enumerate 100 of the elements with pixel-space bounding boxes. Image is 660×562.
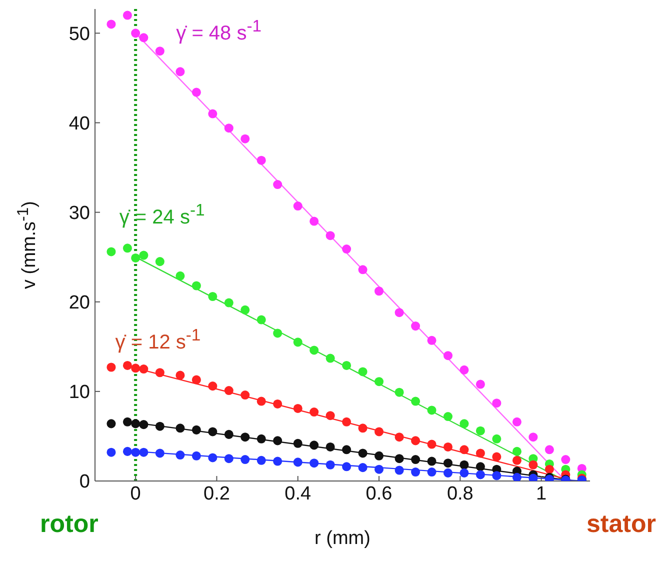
point <box>192 375 201 384</box>
point <box>492 452 502 462</box>
point <box>476 380 485 389</box>
point <box>139 448 148 457</box>
point <box>374 464 384 474</box>
point <box>106 419 116 428</box>
point <box>342 462 352 472</box>
point <box>256 456 266 465</box>
point <box>476 426 485 436</box>
point <box>326 231 335 240</box>
point <box>293 202 302 211</box>
point <box>293 438 302 448</box>
x-tick-label: 0.4 <box>284 483 312 504</box>
point <box>443 351 453 360</box>
point <box>256 315 266 324</box>
point <box>131 419 140 428</box>
point <box>310 440 319 450</box>
point <box>176 370 185 380</box>
point <box>326 460 335 470</box>
point <box>427 468 436 477</box>
point <box>139 420 148 430</box>
point <box>528 474 538 481</box>
y-tick-label: 40 <box>68 113 90 134</box>
point <box>411 396 420 406</box>
point <box>273 436 282 446</box>
x-tick-label: 0 <box>130 483 141 504</box>
point <box>443 442 453 452</box>
point <box>192 88 201 97</box>
point <box>460 419 469 428</box>
point <box>131 448 140 457</box>
point <box>326 354 335 363</box>
point <box>427 440 436 449</box>
point <box>342 417 352 426</box>
point <box>427 456 436 466</box>
point <box>460 445 469 454</box>
point <box>224 454 234 464</box>
point <box>411 322 420 331</box>
point <box>374 427 384 436</box>
point <box>240 455 250 464</box>
point <box>326 442 335 452</box>
point <box>240 390 250 400</box>
x-tick-label: 0.6 <box>366 483 392 504</box>
x-tick-label: 0.2 <box>204 483 230 504</box>
point <box>476 462 485 472</box>
point <box>512 446 522 456</box>
point <box>256 396 266 406</box>
point <box>139 364 148 374</box>
point <box>443 458 453 468</box>
point <box>155 46 164 56</box>
x-axis-title: r (mm) <box>314 528 370 550</box>
annotation: γ̇ = 48 s$^{-1}$ <box>176 17 262 46</box>
point <box>224 386 234 396</box>
point <box>273 180 282 190</box>
point <box>411 468 420 477</box>
point <box>293 404 302 413</box>
point <box>460 365 469 374</box>
point <box>394 454 404 464</box>
point <box>460 460 469 470</box>
point <box>224 298 234 308</box>
point <box>122 360 132 370</box>
point <box>240 134 250 144</box>
point <box>208 109 218 118</box>
point <box>492 398 502 408</box>
point <box>256 434 266 444</box>
point <box>358 367 368 376</box>
point <box>394 466 404 475</box>
point <box>106 247 116 256</box>
point <box>394 388 404 397</box>
point <box>106 362 116 372</box>
point <box>310 346 319 355</box>
point <box>310 408 319 417</box>
point <box>224 430 234 439</box>
text: stator <box>586 510 656 539</box>
point <box>208 427 218 436</box>
point <box>492 434 502 444</box>
point <box>476 470 485 480</box>
point <box>394 432 404 442</box>
text: rotor <box>40 510 98 539</box>
point <box>192 425 201 434</box>
point <box>411 455 420 464</box>
point <box>208 453 218 462</box>
point <box>528 432 538 442</box>
annotation: γ̇ = 12 s$^{-1}$ <box>115 326 201 355</box>
point <box>411 436 420 446</box>
point <box>293 338 302 347</box>
point <box>208 382 218 391</box>
y-tick-label: 10 <box>68 382 90 404</box>
point <box>374 377 384 386</box>
point <box>273 456 282 466</box>
point <box>512 456 522 465</box>
point <box>544 445 554 454</box>
point <box>273 399 282 408</box>
point <box>106 20 116 29</box>
y-tick-label: 20 <box>68 292 90 314</box>
point <box>176 271 185 280</box>
point <box>358 448 368 458</box>
point <box>427 406 436 415</box>
point <box>512 417 522 426</box>
point <box>394 308 404 318</box>
point <box>342 445 352 454</box>
